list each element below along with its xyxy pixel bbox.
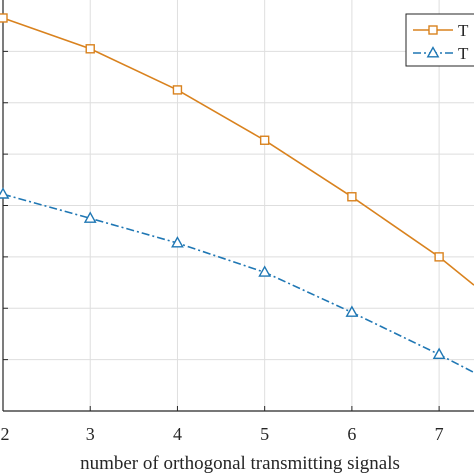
legend: TT [405,13,474,67]
grid [2,0,474,411]
data-point-triangle [258,265,272,277]
data-point-triangle [171,236,184,248]
tick-labels: 2 3 4 5 6 7 [1,424,444,444]
data-point-square [259,135,270,145]
data-point-triangle [345,305,359,317]
series-2 [0,187,474,374]
series-line [2,193,474,374]
data-point-square [85,44,95,54]
legend-label: T [458,44,469,63]
data-point-triangle [83,211,97,223]
x-tick-label: 3 [86,424,95,444]
series-line [2,17,474,286]
x-tick-label: 2 [1,424,10,444]
legend-marker-triangle [426,46,440,58]
x-tick-label: 4 [173,424,182,444]
series-1 [0,13,474,286]
data-point-triangle [432,347,446,359]
series-layer [0,13,474,374]
data-point-triangle [0,187,10,199]
x-tick-label: 5 [260,424,269,444]
data-point-square [0,13,8,23]
x-tick-label: 7 [435,424,444,444]
x-axis-label: number of orthogonal transmitting signal… [80,453,400,474]
data-point-square [172,85,183,95]
data-point-square [347,192,357,202]
data-point-square [434,252,444,262]
legend-marker-square [428,25,438,35]
x-tick-label: 6 [347,424,356,444]
legend-box [405,13,474,67]
axes [2,0,474,412]
legend-label: T [458,21,469,40]
